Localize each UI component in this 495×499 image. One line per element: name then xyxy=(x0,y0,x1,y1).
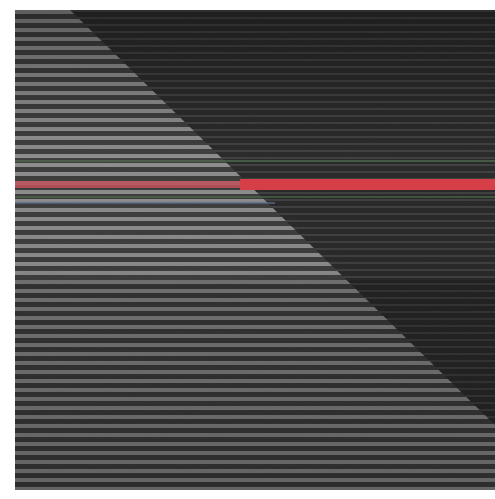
scan-image xyxy=(15,10,495,490)
striped-scan-graphic xyxy=(15,10,495,490)
noise-overlay xyxy=(15,10,495,490)
